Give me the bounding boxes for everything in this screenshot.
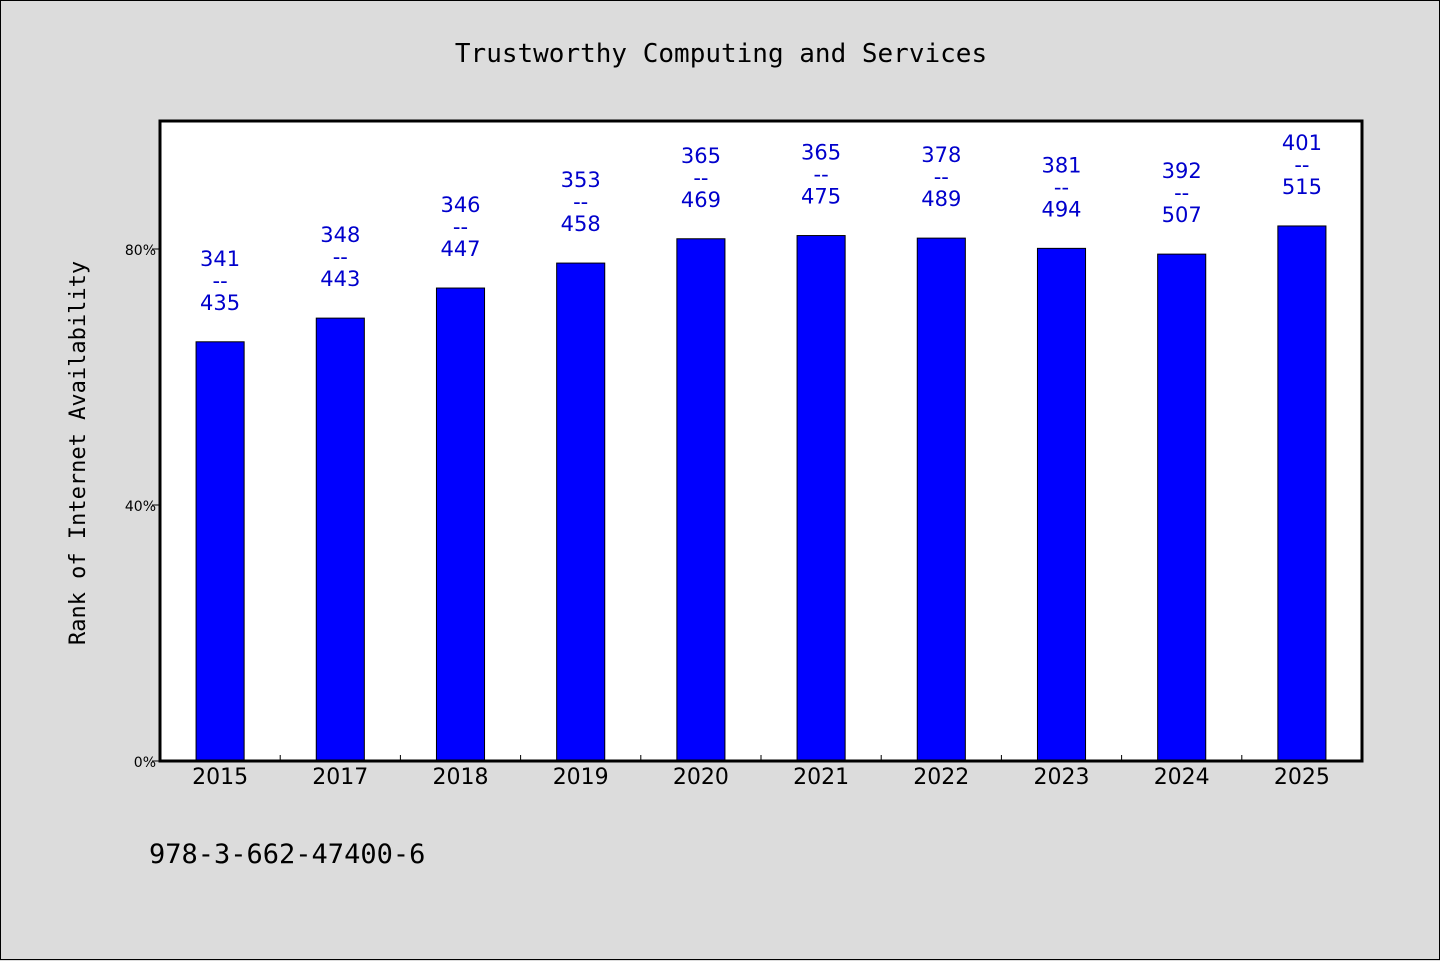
bar	[556, 262, 606, 762]
bar-label-top: 392	[1162, 159, 1202, 183]
bar	[676, 238, 726, 762]
x-tick-label: 2020	[673, 765, 729, 790]
plot-border	[158, 119, 1364, 763]
x-tick-label: 2017	[312, 765, 368, 790]
bar-labels: 341--435348--443346--447353--458365--469…	[200, 131, 1322, 315]
bar-label-separator: --	[693, 166, 708, 190]
bar	[1036, 247, 1087, 762]
bar	[195, 341, 245, 762]
bar-label-top: 346	[440, 193, 480, 217]
bar-label-bottom: 458	[561, 212, 601, 236]
bar	[315, 317, 365, 762]
x-tick-label: 2018	[433, 765, 489, 790]
bar-label-separator: --	[814, 163, 829, 187]
bar-label-top: 381	[1041, 153, 1081, 177]
y-axis-label: Rank of Internet Availability	[66, 261, 91, 645]
bar-label-separator: --	[213, 269, 228, 293]
y-tick-label: 40%	[125, 499, 156, 515]
bar-label-top: 341	[200, 247, 240, 271]
bar	[435, 287, 486, 762]
bar-label-bottom: 507	[1162, 203, 1202, 227]
isbn-text: 978-3-662-47400-6	[149, 839, 425, 870]
bar-label-top: 365	[801, 141, 841, 165]
bar-label-separator: --	[333, 245, 348, 269]
bar-label-bottom: 494	[1041, 197, 1081, 221]
x-tick-label: 2025	[1274, 765, 1330, 790]
bar-label-separator: --	[934, 165, 949, 189]
bar-label-bottom: 447	[440, 237, 480, 261]
bar-label-bottom: 489	[921, 187, 961, 211]
bar-label-top: 401	[1282, 131, 1322, 155]
bar	[916, 237, 966, 762]
bar-label-separator: --	[1054, 175, 1069, 199]
bar-label-bottom: 435	[200, 291, 240, 315]
y-tick-label: 0%	[134, 755, 156, 771]
bar-label-separator: --	[1294, 153, 1309, 177]
bar-label-top: 353	[561, 168, 601, 192]
bar-label-top: 365	[681, 144, 721, 168]
x-tick-label: 2015	[192, 765, 248, 790]
bar-label-separator: --	[453, 215, 468, 239]
bar-label-bottom: 443	[320, 267, 360, 291]
bar	[796, 235, 846, 762]
bar-label-top: 348	[320, 223, 360, 247]
bar-label-bottom: 475	[801, 185, 841, 209]
chart-title: Trustworthy Computing and Services	[455, 39, 987, 69]
x-tick-label: 2023	[1034, 765, 1090, 790]
x-axis: 2015 2017 2018 2019 2020 2021 2022 2023 2024 2025	[192, 755, 1330, 790]
bar	[1157, 253, 1207, 762]
x-tick-label: 2019	[553, 765, 609, 790]
bar-label-bottom: 515	[1282, 175, 1322, 199]
bars	[195, 225, 1327, 762]
x-tick-label: 2021	[793, 765, 849, 790]
bar-label-top: 378	[921, 143, 961, 167]
x-tick-label: 2022	[913, 765, 969, 790]
bar-label-separator: --	[573, 190, 588, 214]
y-tick-label: 80%	[125, 243, 156, 259]
bar	[1277, 225, 1327, 762]
y-axis: 0% 40% 80%	[125, 243, 160, 771]
x-tick-label: 2024	[1154, 765, 1210, 790]
bar-label-bottom: 469	[681, 188, 721, 212]
bar-label-separator: --	[1174, 181, 1189, 205]
